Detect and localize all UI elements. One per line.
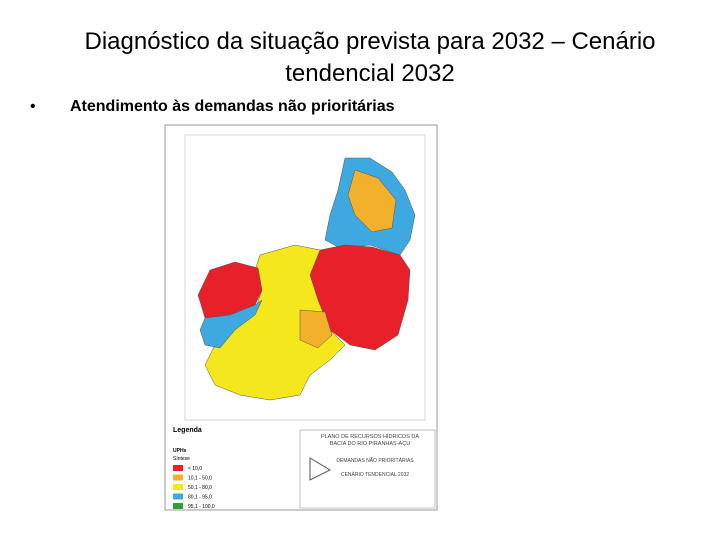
legend-swatch	[173, 484, 183, 490]
title-block	[299, 429, 436, 509]
legend-subtitle: Síntese	[173, 456, 190, 462]
map-grid-frame	[184, 134, 426, 421]
title-block-text: CENÁRIO TENDENCIAL 2032	[341, 471, 409, 478]
region-blue-west	[199, 299, 263, 349]
legend-title: Legenda	[173, 427, 202, 434]
legend-label: < 10,0	[188, 466, 202, 472]
legend-label: 50,1 - 80,0	[188, 485, 212, 491]
title-block-text: DEMANDAS NÃO PRIORITÁRIAS	[336, 457, 414, 464]
slide-title: Diagnóstico da situação prevista para 20…	[20, 26, 720, 90]
region-orange	[347, 169, 397, 233]
title-block-text: PLANO DE RECURSOS HÍDRICOS DA	[321, 433, 419, 440]
legend-group: UPHs	[173, 448, 187, 454]
legend-label: 10,1 - 50,0	[188, 476, 212, 482]
legend-swatch	[173, 493, 183, 500]
region-orange-south	[299, 309, 333, 349]
logo	[309, 457, 332, 481]
legend-swatch	[173, 474, 183, 481]
legend-items: < 10,0 10,1 - 50,0 50,1 - 80,0 80,1 - 95,0 9…	[173, 465, 215, 510]
bullet: • Atendimento às demandas não prioritária…	[30, 98, 395, 118]
legend-label: 80,1 - 95,0	[188, 495, 212, 501]
bullet-dot: •	[30, 98, 36, 115]
legend-label: 95,1 - 100,0	[188, 504, 215, 510]
title-line: Diagnóstico da situação prevista para 20…	[84, 28, 656, 55]
title-line: tendencial 2032	[285, 60, 455, 87]
legend-swatch	[173, 503, 183, 509]
title-block-text: BACIA DO RIO PIRANHAS-AÇU	[330, 441, 410, 447]
legend-swatch	[173, 465, 183, 471]
bullet-text: Atendimento às demandas não prioritárias	[70, 98, 395, 115]
